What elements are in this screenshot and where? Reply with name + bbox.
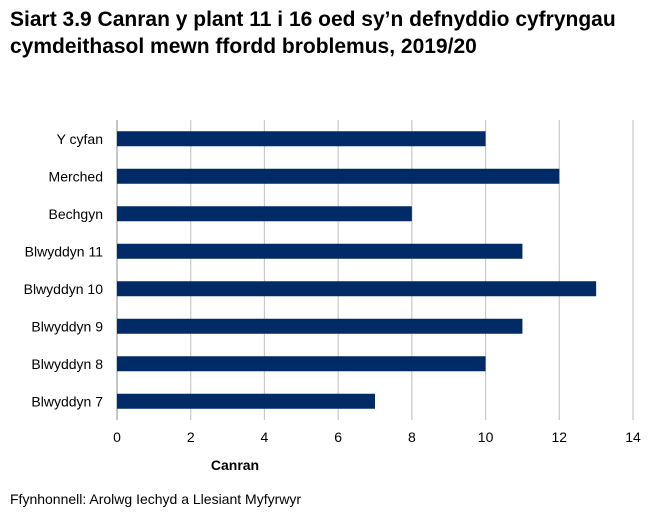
x-tick-label: 4 (261, 429, 269, 445)
source-note: Ffynhonnell: Arolwg Iechyd a Llesiant My… (10, 491, 302, 507)
x-axis-label: Canran (211, 457, 259, 473)
bar (117, 393, 375, 409)
chart-title: Siart 3.9 Canran y plant 11 i 16 oed sy’… (10, 8, 616, 58)
x-tick-label: 12 (551, 429, 567, 445)
y-tick-label: Blwyddyn 9 (31, 318, 103, 334)
x-tick-label: 10 (478, 429, 494, 445)
y-tick-label: Blwyddyn 7 (31, 393, 103, 409)
x-tick-label: 8 (408, 429, 416, 445)
x-tick-label: 14 (625, 429, 641, 445)
x-tick-label: 2 (187, 429, 195, 445)
x-tick-label: 0 (113, 429, 121, 445)
bar (117, 243, 523, 259)
y-tick-label: Blwyddyn 11 (25, 243, 104, 259)
x-tick-label: 6 (334, 429, 342, 445)
y-tick-label: Blwyddyn 8 (31, 356, 103, 372)
y-tick-label: Merched (49, 168, 103, 184)
y-tick-label: Bechgyn (49, 206, 103, 222)
bar (117, 356, 486, 372)
y-tick-label: Y cyfan (57, 131, 103, 147)
bar (117, 281, 597, 297)
bar (117, 206, 412, 222)
bar (117, 131, 486, 147)
bar (117, 168, 560, 184)
y-tick-label: Blwyddyn 10 (24, 281, 104, 297)
bar (117, 318, 523, 334)
